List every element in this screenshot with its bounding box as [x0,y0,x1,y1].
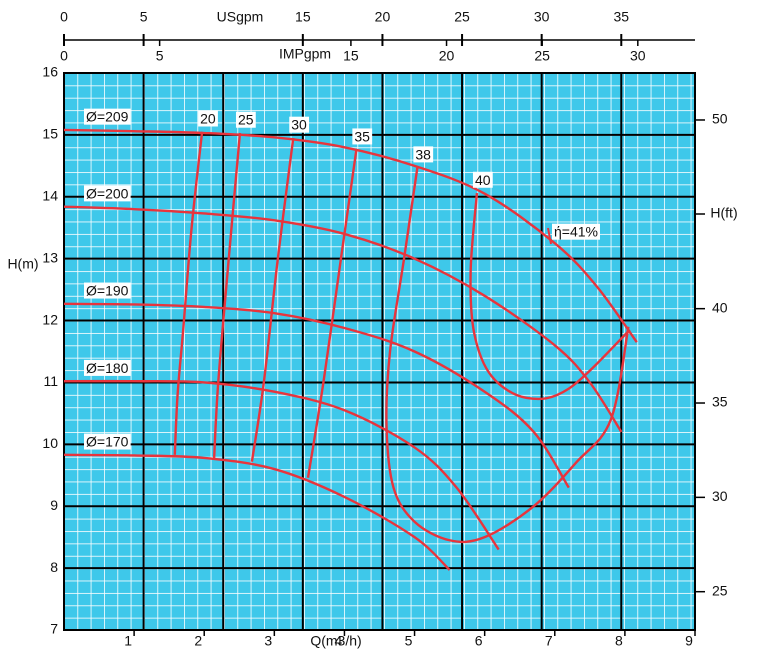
curve-label: 30 [291,117,307,133]
curve [212,132,242,460]
curve-label: Ø=200 [86,185,129,201]
label-background [413,146,434,163]
curve [306,149,358,478]
label-background [84,359,131,376]
x-axis-title: Q(m3/h) [310,633,361,649]
y-tick-label: 13 [42,249,58,265]
x3-tick-label: 25 [534,48,550,64]
label-background [198,110,218,127]
minor-grid [64,73,695,630]
x-tick-label: 8 [615,633,623,649]
curve [63,453,451,571]
y2-axis-title: H(ft) [710,205,737,221]
x2-tick-label: 15 [295,9,311,25]
x2-tick-label: 20 [375,9,391,25]
curve-label: 38 [415,146,431,162]
curve-label: Ø=209 [86,109,129,125]
x2-tick-label: 30 [534,9,550,25]
label-background [84,433,131,450]
y-tick-label: 11 [43,373,58,389]
y-axis-title: H(m) [7,256,38,272]
curve [385,167,630,544]
x2-tick-label: 0 [60,9,68,25]
curve-label: Ø=170 [86,434,129,450]
label-background [84,185,131,202]
x3-axis-title: IMPgpm [279,46,331,62]
curve-label: Ø=190 [86,283,129,299]
x3-tick-label: 20 [439,48,455,64]
x-tick-label: 6 [475,633,483,649]
y-tick-label: 15 [42,126,58,142]
y2-tick-label: 25 [712,582,728,598]
label-background [84,282,131,299]
y2-tick-label: 50 [712,111,728,127]
label-background [472,171,493,188]
annotation-tick [547,227,552,245]
curve [173,131,204,455]
curve-label: 25 [238,112,254,128]
curve-label: 20 [200,110,216,126]
curve-label: Ø=180 [86,360,129,376]
curve-label: 35 [354,128,370,144]
x2-tick-label: 5 [140,9,148,25]
label-background [352,128,373,145]
x-tick-label: 2 [194,633,202,649]
x3-tick-label: 0 [60,48,68,64]
x-tick-label: 9 [685,633,693,649]
y-tick-label: 14 [42,187,58,203]
label-background [84,108,131,125]
x-tick-label: 1 [124,633,132,649]
x-tick-label: 3 [264,633,272,649]
y-tick-label: 12 [42,311,58,327]
y-tick-label: 8 [50,559,58,575]
x-tick-label: 5 [405,633,413,649]
label-background [552,223,600,240]
y2-tick-label: 30 [712,488,728,504]
curve [63,128,638,343]
y-tick-label: 10 [42,435,58,451]
x3-tick-label: 5 [156,48,164,64]
x3-tick-label: 30 [630,48,646,64]
curve [63,205,623,433]
x2-axis-title: USgpm [217,9,264,25]
y-tick-label: 9 [50,497,58,513]
x-tick-label: 7 [545,633,553,649]
x2-tick-label: 25 [454,9,470,25]
label-background [235,111,256,128]
label-background [289,116,310,133]
curve [63,379,500,551]
curve [250,137,295,462]
curve [63,302,570,489]
y2-tick-label: 35 [712,394,728,410]
curve [469,192,631,401]
y2-tick-label: 40 [712,299,728,315]
annotation: ή=41% [554,224,598,240]
x3-tick-label: 15 [343,48,359,64]
x-tick-label: 4 [335,633,343,649]
curve-label: 40 [475,172,491,188]
y-tick-label: 7 [50,621,58,637]
y-tick-label: 16 [42,64,58,80]
x2-tick-label: 35 [613,9,629,25]
